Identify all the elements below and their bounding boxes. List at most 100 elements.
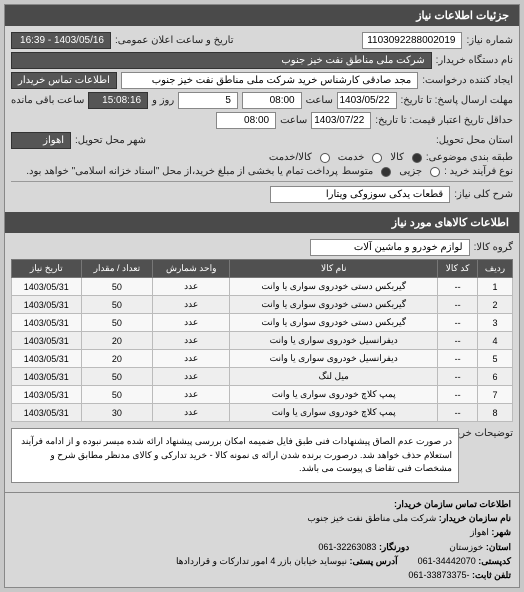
table-header: واحد شمارش	[153, 260, 230, 278]
table-cell: 1	[478, 278, 513, 296]
table-cell: 30	[81, 404, 153, 422]
table-cell: --	[438, 350, 478, 368]
buyer-field: شرکت ملی مناطق نفت خیز جنوب	[11, 52, 432, 69]
table-cell: 20	[81, 350, 153, 368]
classify-radios: کالا خدمت کالا/خدمت	[269, 152, 422, 163]
table-cell: 50	[81, 296, 153, 314]
remaining-field: 15:08:16	[88, 92, 148, 109]
process-label: نوع فرآیند خرید :	[444, 166, 513, 177]
radio-minor[interactable]	[430, 167, 440, 177]
radio-kala[interactable]	[412, 153, 422, 163]
table-cell: 50	[81, 368, 153, 386]
org-l: نام سازمان خریدار:	[439, 513, 511, 523]
table-cell: میل لنگ	[230, 368, 438, 386]
city-v: اهواز	[470, 527, 489, 537]
classify-label: طبقه بندی موضوعی:	[426, 152, 513, 163]
form-area: شماره نیاز: 1103092288002019 تاریخ و ساع…	[5, 26, 519, 212]
table-row: 4--دیفرانسیل خودروی سواری یا وانتعدد2014…	[12, 332, 513, 350]
post-v: 34442070-061	[418, 556, 476, 566]
announce-label: تاریخ و ساعت اعلان عمومی:	[115, 35, 234, 46]
credit-time: 08:00	[216, 112, 276, 129]
table-cell: 1403/05/31	[12, 350, 82, 368]
table-cell: عدد	[153, 386, 230, 404]
table-cell: --	[438, 404, 478, 422]
addr-l: آدرس پستی:	[350, 556, 398, 566]
requester-field: مجد صادقی کارشناس خرید شرکت ملی مناطق نف…	[121, 72, 418, 89]
city-field: اهواز	[11, 132, 71, 149]
table-cell: 3	[478, 314, 513, 332]
need-title-label: شرح کلی نیاز:	[454, 189, 513, 200]
table-row: 2--گیربکس دستی خودروی سواری یا وانتعدد50…	[12, 296, 513, 314]
table-cell: 6	[478, 368, 513, 386]
r3: کالا/خدمت	[269, 152, 312, 163]
table-row: 7--پمپ کلاچ خودروی سواری یا وانتعدد50140…	[12, 386, 513, 404]
province-label: استان محل تحویل:	[436, 135, 513, 146]
table-cell: --	[438, 386, 478, 404]
city-label: شهر محل تحویل:	[75, 135, 146, 146]
group-field: لوازم خودرو و ماشین آلات	[310, 239, 470, 256]
table-cell: 20	[81, 332, 153, 350]
table-cell: 7	[478, 386, 513, 404]
radio-both[interactable]	[320, 153, 330, 163]
table-cell: عدد	[153, 278, 230, 296]
table-row: 3--گیربکس دستی خودروی سواری یا وانتعدد50…	[12, 314, 513, 332]
post-l: کدپستی:	[478, 556, 511, 566]
table-cell: پمپ کلاچ خودروی سواری یا وانت	[230, 404, 438, 422]
table-cell: 50	[81, 314, 153, 332]
table-cell: --	[438, 314, 478, 332]
fax-l: دورنگار:	[379, 542, 409, 552]
table-cell: عدد	[153, 368, 230, 386]
table-cell: عدد	[153, 314, 230, 332]
table-header: تعداد / مقدار	[81, 260, 153, 278]
table-cell: 1403/05/31	[12, 296, 82, 314]
tel-l: تلفن ثابت:	[472, 570, 511, 580]
time-label-1: ساعت	[306, 95, 333, 106]
panel-title: جزئیات اطلاعات نیاز	[5, 5, 519, 26]
table-cell: --	[438, 296, 478, 314]
table-cell: 1403/05/31	[12, 368, 82, 386]
credit-date: 1403/07/22	[311, 112, 371, 129]
table-cell: پمپ کلاچ خودروی سواری یا وانت	[230, 386, 438, 404]
table-row: 1--گیربکس دستی خودروی سواری یا وانتعدد50…	[12, 278, 513, 296]
table-row: 6--میل لنگعدد501403/05/31	[12, 368, 513, 386]
need-title: قطعات یدکی سوزوکی ویتارا	[270, 186, 450, 203]
table-cell: دیفرانسیل خودروی سواری یا وانت	[230, 332, 438, 350]
r1: کالا	[390, 152, 404, 163]
table-cell: --	[438, 278, 478, 296]
note-box: در صورت عدم الصاق پیشنهادات فنی طبق فایل…	[11, 428, 459, 483]
table-cell: 1403/05/31	[12, 278, 82, 296]
table-cell: عدد	[153, 296, 230, 314]
table-cell: عدد	[153, 332, 230, 350]
table-cell: 1403/05/31	[12, 386, 82, 404]
announce-field: 1403/05/16 - 16:39	[11, 32, 111, 49]
fax-v: 32263083-061	[318, 542, 376, 552]
org-v: شرکت ملی مناطق نفت خیز جنوب	[307, 513, 436, 523]
goods-header: اطلاعات کالاهای مورد نیاز	[5, 212, 519, 233]
table-row: 8--پمپ کلاچ خودروی سواری یا وانتعدد30140…	[12, 404, 513, 422]
reqno-label: شماره نیاز:	[466, 35, 513, 46]
table-cell: دیفرانسیل خودروی سواری یا وانت	[230, 350, 438, 368]
table-header: ردیف	[478, 260, 513, 278]
city-l: شهر:	[491, 527, 511, 537]
process-radios: جزیی متوسط	[342, 166, 440, 177]
table-cell: --	[438, 332, 478, 350]
deadline-label: مهلت ارسال پاسخ: تا تاریخ:	[401, 95, 513, 106]
r2: خدمت	[338, 152, 365, 163]
requester-label: ایجاد کننده درخواست:	[422, 75, 513, 86]
table-cell: عدد	[153, 350, 230, 368]
table-cell: 2	[478, 296, 513, 314]
table-cell: عدد	[153, 404, 230, 422]
deadline-time: 08:00	[242, 92, 302, 109]
table-cell: 1403/05/31	[12, 404, 82, 422]
contact-button[interactable]: اطلاعات تماس خریدار	[11, 72, 117, 89]
prov-l: استان:	[486, 542, 511, 552]
radio-khedmat[interactable]	[372, 153, 382, 163]
table-cell: گیربکس دستی خودروی سواری یا وانت	[230, 296, 438, 314]
note-label: توضیحات خریدار:	[463, 428, 513, 439]
table-cell: 1403/05/31	[12, 332, 82, 350]
table-row: 5--دیفرانسیل خودروی سواری یا وانتعدد2014…	[12, 350, 513, 368]
group-label: گروه کالا:	[474, 242, 513, 253]
table-cell: 5	[478, 350, 513, 368]
radio-medium[interactable]	[381, 167, 391, 177]
table-header: کد کالا	[438, 260, 478, 278]
